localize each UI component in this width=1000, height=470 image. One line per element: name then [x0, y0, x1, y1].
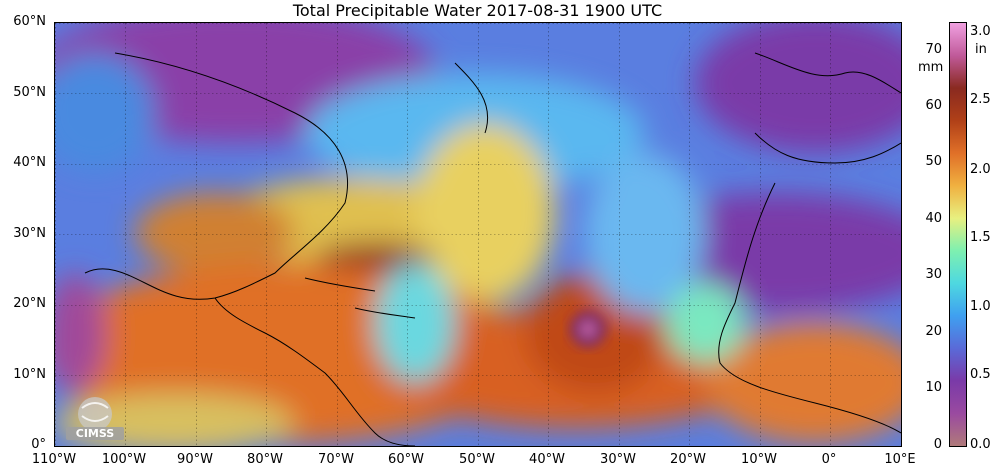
map-title: Total Precipitable Water 2017-08-31 1900…	[292, 1, 663, 20]
lon-label-40w: 40°W	[529, 452, 565, 467]
lon-label-100w: 100°W	[101, 452, 147, 467]
tpw-field	[55, 23, 901, 446]
lon-label-10e: 10°E	[884, 452, 916, 467]
lat-label-20n: 20°N	[13, 296, 46, 311]
lat-label-40n: 40°N	[13, 155, 46, 170]
tpw-map	[54, 22, 902, 447]
lon-label-60w: 60°W	[388, 452, 424, 467]
lon-label-30w: 30°W	[600, 452, 636, 467]
colorbar-in-tick: 2.5	[970, 92, 991, 107]
colorbar-mm-tick: 30	[925, 267, 942, 282]
colorbar-in-tick: 3.0	[970, 24, 991, 39]
lon-label-110w: 110°W	[31, 452, 77, 467]
colorbar	[949, 22, 967, 447]
lat-label-50n: 50°N	[13, 85, 46, 100]
lon-label-70w: 70°W	[318, 452, 354, 467]
colorbar-in-tick: 1.5	[970, 230, 991, 245]
colorbar-unit-in: in	[975, 42, 987, 57]
cimss-logo-text: CIMSS	[76, 427, 115, 440]
colorbar-mm-tick: 0	[933, 437, 942, 452]
colorbar-mm-tick: 10	[925, 380, 942, 395]
lon-label-90w: 90°W	[177, 452, 213, 467]
lon-label-10w: 10°W	[741, 452, 777, 467]
lat-label-30n: 30°N	[13, 226, 46, 241]
lon-label-0: 0°	[821, 452, 837, 467]
colorbar-in-tick: 1.0	[970, 299, 991, 314]
lon-label-20w: 20°W	[670, 452, 706, 467]
lat-label-60n: 60°N	[13, 14, 46, 29]
lat-label-10n: 10°N	[13, 367, 46, 382]
lon-label-80w: 80°W	[247, 452, 283, 467]
colorbar-mm-tick: 50	[925, 154, 942, 169]
colorbar-in-tick: 0.0	[970, 437, 991, 452]
colorbar-in-tick: 2.0	[970, 162, 991, 177]
colorbar-mm-tick: 40	[925, 211, 942, 226]
cimss-logo: CIMSS	[66, 397, 124, 440]
lon-label-50w: 50°W	[459, 452, 495, 467]
colorbar-unit-mm: mm	[918, 60, 944, 75]
lat-label-0: 0°	[31, 437, 46, 452]
colorbar-mm-tick: 20	[925, 324, 942, 339]
colorbar-mm-tick: 60	[925, 98, 942, 113]
colorbar-mm-tick: 70	[925, 42, 942, 57]
colorbar-in-tick: 0.5	[970, 367, 991, 382]
